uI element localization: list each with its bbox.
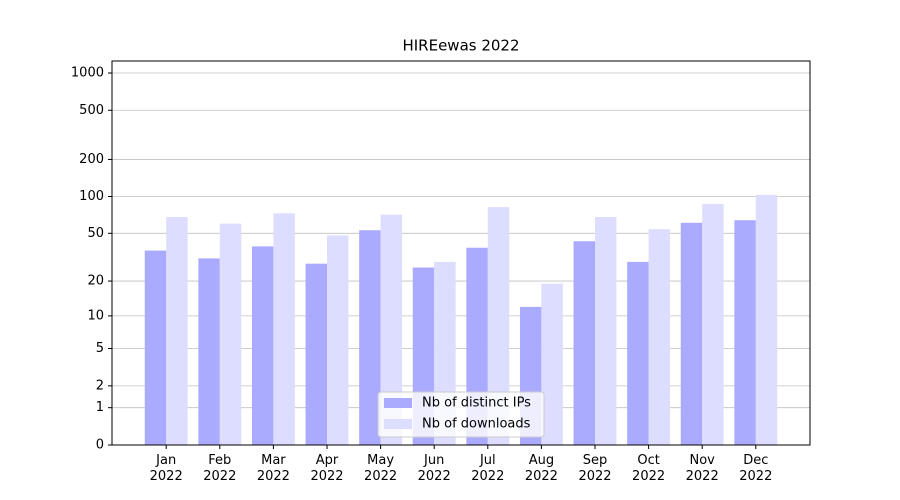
- legend-swatch: [384, 398, 412, 408]
- y-tick-label: 1: [96, 400, 104, 415]
- y-tick-label: 20: [87, 274, 104, 289]
- bar: [734, 220, 756, 445]
- x-tick-label: Feb 2022: [203, 453, 237, 484]
- x-tick-label: May 2022: [364, 453, 398, 484]
- y-tick-label: 5: [96, 341, 104, 356]
- x-tick-label: Nov 2022: [685, 453, 719, 484]
- y-tick-label: 50: [87, 226, 104, 241]
- bar: [487, 207, 510, 445]
- y-tick-label: 200: [79, 152, 104, 167]
- plot-frame: [111, 60, 811, 446]
- bar: [648, 229, 671, 445]
- bar: [680, 222, 703, 445]
- x-tick-label: Mar 2022: [256, 453, 290, 484]
- bar: [251, 246, 274, 445]
- bar: [305, 263, 328, 445]
- x-tick-label: Jun 2022: [417, 453, 451, 484]
- legend-label: Nb of downloads: [422, 417, 531, 432]
- y-tick-label: 100: [79, 189, 104, 204]
- x-tick-label: Jul 2022: [471, 453, 505, 484]
- bar: [541, 283, 563, 445]
- x-tick-label: Aug 2022: [524, 453, 558, 484]
- y-tick-label: 500: [79, 103, 104, 118]
- bar: [273, 213, 295, 445]
- legend-box: [377, 391, 545, 438]
- x-tick-label: Jan 2022: [149, 453, 183, 484]
- bar: [594, 217, 617, 445]
- bar: [380, 214, 403, 445]
- x-tick-label: Apr 2022: [310, 453, 344, 484]
- x-tick-label: Sep 2022: [578, 453, 612, 484]
- legend-label: Nb of distinct IPs: [422, 396, 531, 411]
- legend-swatch: [384, 419, 412, 429]
- y-tick-label: 10: [87, 308, 104, 323]
- y-tick-label: 1000: [71, 66, 104, 81]
- bar: [144, 250, 167, 445]
- y-tick-label: 0: [96, 438, 104, 453]
- bar: [327, 235, 349, 445]
- y-tick-label: 2: [96, 378, 104, 393]
- bar: [627, 261, 649, 445]
- x-tick-label: Oct 2022: [632, 453, 666, 484]
- bar: [166, 217, 188, 445]
- chart-title: HIREewas 2022: [402, 37, 519, 55]
- bar: [198, 258, 220, 445]
- bar: [702, 203, 724, 445]
- bar: [755, 194, 778, 445]
- x-tick-label: Dec 2022: [739, 453, 773, 484]
- bar: [359, 230, 381, 445]
- bar: [219, 223, 242, 445]
- bar: [573, 241, 595, 445]
